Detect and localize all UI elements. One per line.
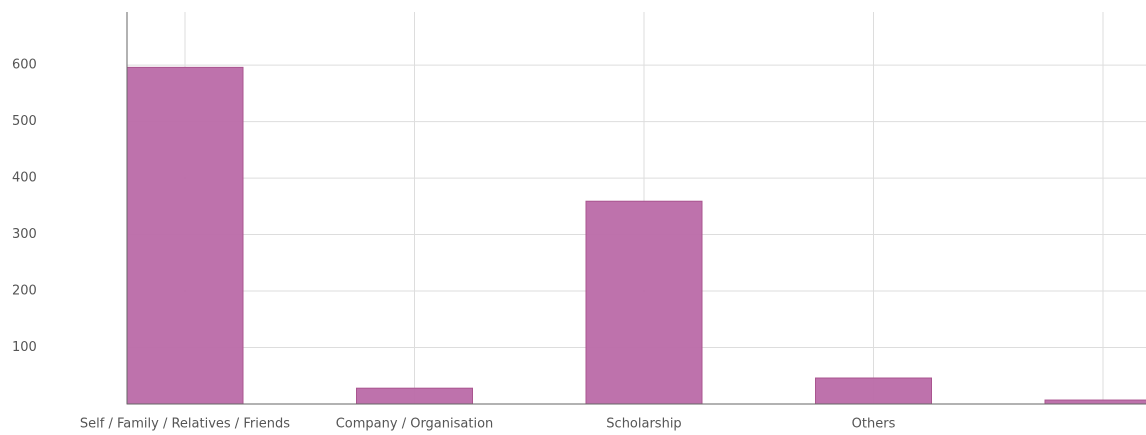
x-tick-label: Company / Organisation (336, 417, 494, 432)
x-tick-label: Self / Family / Relatives / Friends (80, 417, 290, 432)
x-tick-label: Others (852, 417, 896, 432)
y-tick-label: 100 (12, 340, 37, 355)
bar (356, 387, 473, 405)
y-tick-label: 200 (12, 284, 37, 299)
bar (1044, 399, 1146, 405)
y-tick-label: 500 (12, 114, 37, 129)
y-tick-label: 600 (12, 58, 37, 73)
bar (815, 377, 932, 405)
y-tick-label: 400 (12, 171, 37, 186)
x-tick-label: Scholarship (606, 417, 681, 432)
bar (126, 66, 244, 405)
bar (585, 200, 703, 405)
y-tick-label: 300 (12, 227, 37, 242)
